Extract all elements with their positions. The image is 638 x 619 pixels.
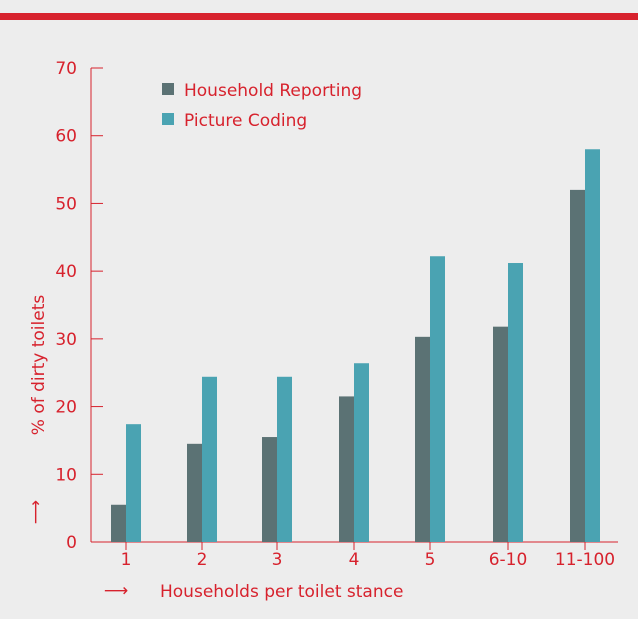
y-tick-label: 50 bbox=[55, 194, 77, 214]
bar-picture-coding bbox=[354, 363, 369, 542]
bar-picture-coding bbox=[126, 424, 141, 542]
legend-label: Household Reporting bbox=[184, 81, 362, 101]
bar-picture-coding bbox=[508, 263, 523, 542]
legend-swatch bbox=[162, 83, 174, 95]
x-tick-label: 6-10 bbox=[489, 550, 528, 570]
bar-household-reporting bbox=[111, 504, 126, 542]
x-tick-label: 2 bbox=[197, 550, 208, 570]
y-axis-label: % of dirty toilets bbox=[29, 295, 49, 436]
y-tick-label: 0 bbox=[66, 533, 77, 553]
chart-container: 0 10 20 30 40 50 60 70 1 2 3 4 5 6-10 11-100 Househol… bbox=[0, 20, 638, 615]
x-axis-ticks: 1 2 3 4 5 6-10 11-100 bbox=[121, 542, 615, 570]
x-axis-arrow-icon: ⟶ bbox=[104, 581, 128, 601]
bar-household-reporting bbox=[339, 396, 354, 542]
bars-group bbox=[111, 149, 600, 542]
bar-picture-coding bbox=[585, 149, 600, 542]
legend-swatch bbox=[162, 113, 174, 125]
y-axis-ticks: 0 10 20 30 40 50 60 70 bbox=[55, 59, 103, 553]
top-accent-bar bbox=[0, 13, 638, 20]
bar-household-reporting bbox=[187, 443, 202, 542]
x-axis-label: Households per toilet stance bbox=[160, 582, 403, 602]
bar-picture-coding bbox=[430, 256, 445, 542]
y-tick-label: 30 bbox=[55, 330, 77, 350]
bar-household-reporting bbox=[262, 437, 277, 542]
x-tick-label: 3 bbox=[272, 550, 283, 570]
y-tick-label: 70 bbox=[55, 59, 77, 79]
x-tick-label: 1 bbox=[121, 550, 132, 570]
x-tick-label: 11-100 bbox=[555, 550, 615, 570]
y-tick-label: 40 bbox=[55, 262, 77, 282]
x-tick-label: 4 bbox=[349, 550, 360, 570]
y-tick-label: 20 bbox=[55, 398, 77, 418]
x-tick-label: 5 bbox=[425, 550, 436, 570]
y-tick-label: 10 bbox=[55, 465, 77, 485]
legend-label: Picture Coding bbox=[184, 111, 307, 131]
bar-chart: 0 10 20 30 40 50 60 70 1 2 3 4 5 6-10 11-100 Househol… bbox=[26, 59, 618, 602]
y-tick-label: 60 bbox=[55, 127, 77, 147]
y-axis-arrow-icon: ⟶ bbox=[26, 500, 46, 524]
bar-picture-coding bbox=[202, 376, 217, 542]
bar-household-reporting bbox=[570, 189, 585, 542]
bar-household-reporting bbox=[493, 326, 508, 542]
legend: Household Reporting Picture Coding bbox=[162, 81, 362, 131]
bar-picture-coding bbox=[277, 376, 292, 542]
bar-household-reporting bbox=[415, 336, 430, 542]
